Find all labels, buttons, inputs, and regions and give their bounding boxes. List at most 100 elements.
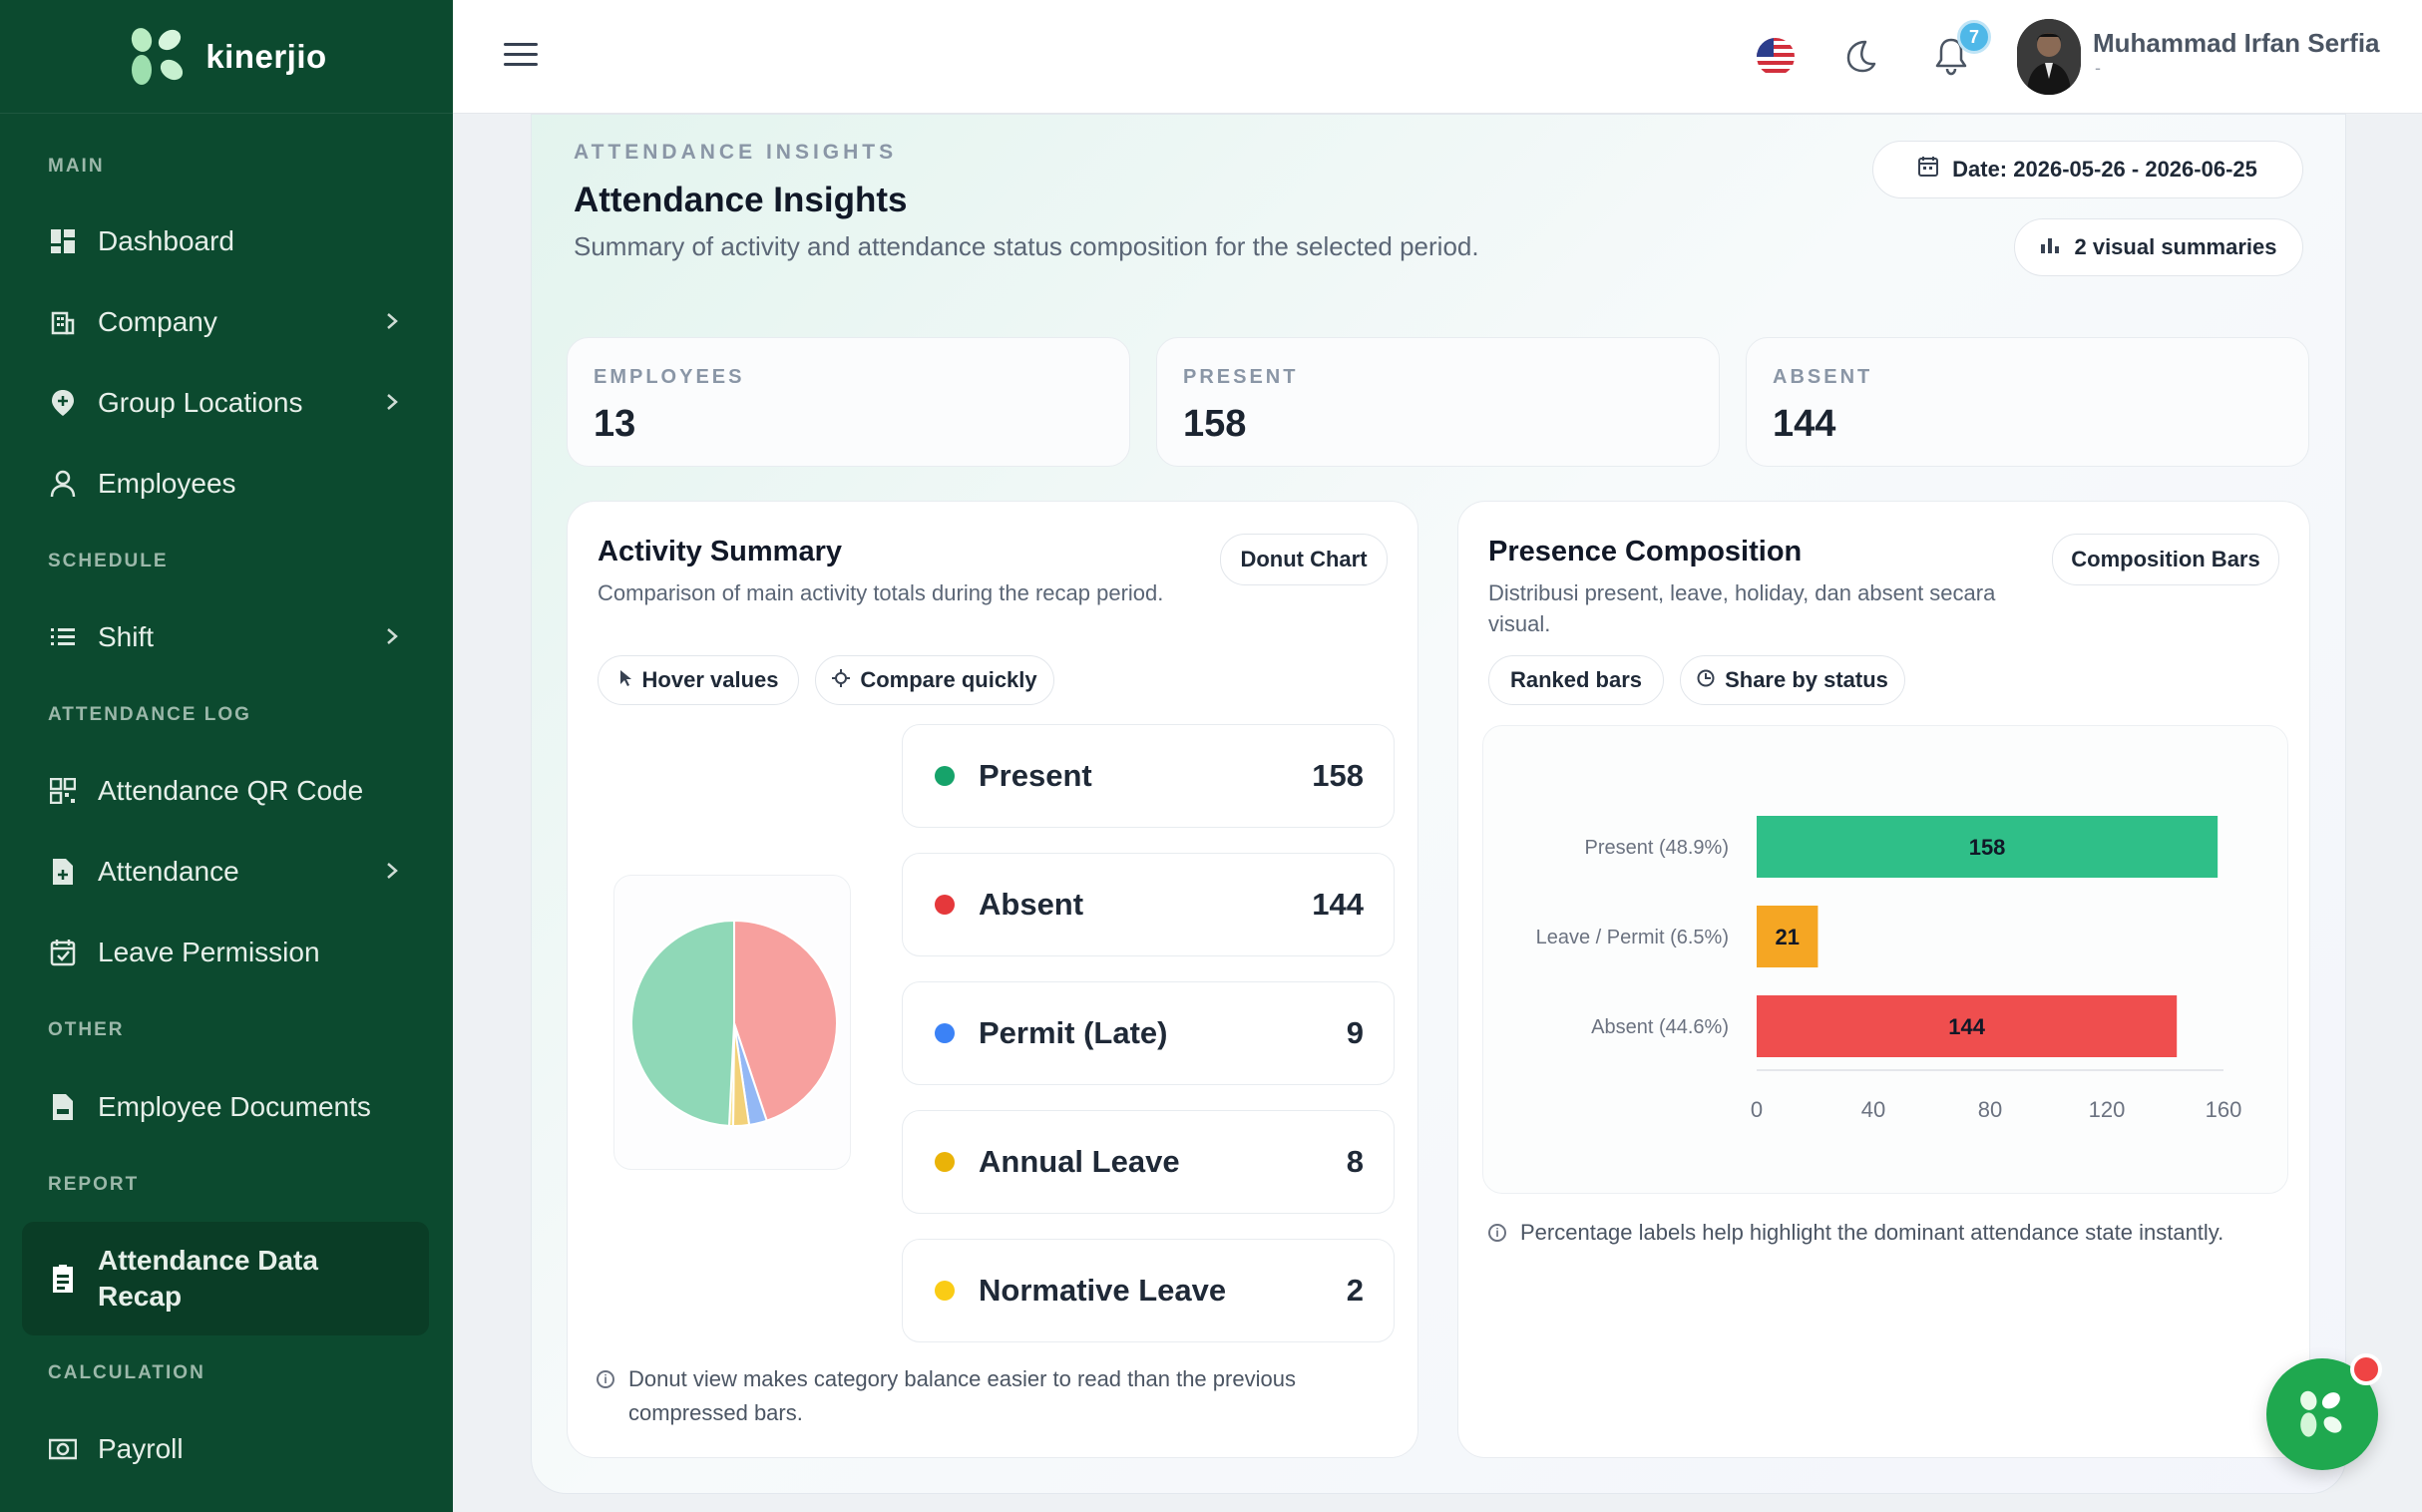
absent-dot-icon — [935, 895, 955, 915]
bar-leave-permit[interactable] — [1757, 906, 1818, 967]
kpi-value: 158 — [1183, 403, 1247, 445]
compare-quickly-chip[interactable]: Compare quickly — [815, 655, 1054, 705]
clipboard-icon — [48, 1264, 78, 1294]
legend-label: Absent — [979, 887, 1084, 922]
legend-label: Permit (Late) — [979, 1015, 1168, 1050]
bar-present[interactable] — [1757, 816, 2219, 878]
kpi-absent: ABSENT 144 — [1746, 337, 2309, 467]
legend-row-present[interactable]: Present 158 — [902, 724, 1395, 828]
panel-title: Activity Summary — [598, 536, 842, 567]
us-flag-icon[interactable] — [1756, 37, 1796, 82]
section-main: MAIN — [48, 156, 105, 177]
bar-chart-icon — [2040, 234, 2060, 260]
user-icon — [48, 469, 78, 499]
list-icon — [48, 622, 78, 652]
note-text: Percentage labels help highlight the dom… — [1520, 1220, 2224, 1245]
sidebar-item-attendance-qr-code[interactable]: Attendance QR Code — [22, 759, 429, 823]
date-range-label: Date: 2026-05-26 - 2026-06-25 — [1952, 157, 2257, 182]
calendar-icon — [1918, 156, 1939, 184]
user-name[interactable]: Muhammad Irfan Serfia — [2093, 28, 2380, 58]
topbar: 7 Muhammad Irfan Serfia - — [453, 0, 2422, 114]
chip-label: Share by status — [1725, 667, 1888, 692]
composition-bar-chart[interactable]: Present (48.9%) 158 Leave / Permit (6.5%) 2… — [1483, 726, 2289, 1195]
pie-slice-absent[interactable] — [733, 919, 838, 1122]
presence-composition-panel: Presence Composition Distribusi present,… — [1457, 501, 2310, 1458]
chevron-right-icon — [385, 621, 399, 653]
user-role: - — [2095, 58, 2101, 78]
bar-category-label: Present (48.9%) — [1584, 837, 1729, 859]
legend-value: 2 — [1346, 1273, 1364, 1308]
annual-leave-dot-icon — [935, 1152, 955, 1172]
brand-name: kinerjio — [205, 37, 327, 75]
section-report: REPORT — [48, 1174, 140, 1195]
sidebar-item-shift[interactable]: Shift — [22, 605, 429, 669]
legend-label: Annual Leave — [979, 1144, 1180, 1179]
activity-pie-chart[interactable] — [614, 876, 852, 1171]
hamburger-menu-icon[interactable] — [503, 40, 539, 75]
x-tick-label: 0 — [1751, 1097, 1763, 1122]
activity-note: i Donut view makes category balance easi… — [597, 1362, 1375, 1430]
share-by-status-chip[interactable]: Share by status — [1680, 655, 1905, 705]
chevron-right-icon — [385, 856, 399, 888]
donut-chart-badge: Donut Chart — [1220, 534, 1388, 585]
sidebar-item-leave-permission[interactable]: Leave Permission — [22, 921, 429, 984]
kpi-label: ABSENT — [1773, 366, 1873, 388]
x-tick-label: 160 — [2206, 1097, 2242, 1122]
document-icon — [48, 1092, 78, 1122]
legend-row-annual-leave[interactable]: Annual Leave 8 — [902, 1110, 1395, 1214]
note-text: Donut view makes category balance easier… — [628, 1366, 1296, 1425]
qr-code-icon — [48, 776, 78, 806]
date-range-badge[interactable]: Date: 2026-05-26 - 2026-06-25 — [1872, 141, 2303, 198]
calendar-check-icon — [48, 938, 78, 967]
sidebar-item-attendance-data-recap[interactable]: Attendance Data Recap — [22, 1222, 429, 1335]
chevron-right-icon — [385, 387, 399, 419]
legend-value: 8 — [1346, 1144, 1364, 1179]
sidebar-item-payroll[interactable]: Payroll — [22, 1417, 429, 1481]
present-dot-icon — [935, 766, 955, 786]
fab-notification-dot — [2350, 1353, 2382, 1385]
pie-slice-present[interactable] — [630, 919, 735, 1127]
legend-label: Normative Leave — [979, 1273, 1227, 1308]
permit-dot-icon — [935, 1023, 955, 1043]
sidebar-item-employees[interactable]: Employees — [22, 452, 429, 516]
sidebar-item-label: Dashboard — [98, 225, 234, 256]
chip-label: Compare quickly — [860, 667, 1037, 692]
kinerjio-fab-icon — [2300, 1390, 2342, 1437]
legend-value: 9 — [1346, 1015, 1364, 1050]
visual-summaries-label: 2 visual summaries — [2074, 234, 2277, 259]
bar-value-label: 158 — [1969, 835, 2006, 860]
sidebar-item-group-locations[interactable]: Group Locations — [22, 371, 429, 435]
bar-absent[interactable] — [1757, 995, 2178, 1057]
visual-summaries-badge: 2 visual summaries — [2014, 218, 2303, 276]
sidebar-item-label: Company — [98, 306, 217, 337]
sidebar-item-label: Payroll — [98, 1433, 184, 1464]
dashboard-icon — [48, 226, 78, 256]
sidebar-item-employee-documents[interactable]: Employee Documents — [22, 1075, 429, 1139]
sidebar-item-attendance[interactable]: Attendance — [22, 840, 429, 904]
sidebar-item-label: Employees — [98, 468, 236, 499]
sidebar-item-label: Employee Documents — [98, 1091, 371, 1122]
chip-label: Hover values — [641, 667, 779, 692]
dark-mode-moon-icon[interactable] — [1841, 38, 1877, 79]
info-icon: i — [1488, 1224, 1506, 1242]
legend-value: 158 — [1312, 758, 1364, 793]
sidebar-item-label: Group Locations — [98, 387, 303, 418]
brand[interactable]: kinerjio — [0, 0, 453, 114]
x-tick-label: 40 — [1861, 1097, 1885, 1122]
avatar[interactable] — [2017, 19, 2081, 95]
panel-subtitle: Distribusi present, leave, holiday, dan … — [1488, 580, 1996, 636]
legend-value: 144 — [1312, 887, 1364, 922]
location-pin-icon — [48, 388, 78, 418]
legend-row-absent[interactable]: Absent 144 — [902, 853, 1395, 956]
sidebar-item-company[interactable]: Company — [22, 290, 429, 354]
pie-clock-icon — [1697, 667, 1715, 693]
x-tick-label: 80 — [1978, 1097, 2002, 1122]
ranked-bars-chip[interactable]: Ranked bars — [1488, 655, 1664, 705]
kpi-value: 13 — [594, 403, 636, 445]
hover-values-chip[interactable]: Hover values — [598, 655, 799, 705]
sidebar-item-dashboard[interactable]: Dashboard — [22, 209, 429, 273]
panel-subtitle: Comparison of main activity totals durin… — [598, 580, 1164, 605]
legend-row-permit-late[interactable]: Permit (Late) 9 — [902, 981, 1395, 1085]
legend-row-normative-leave[interactable]: Normative Leave 2 — [902, 1239, 1395, 1342]
section-calculation: CALCULATION — [48, 1362, 205, 1383]
